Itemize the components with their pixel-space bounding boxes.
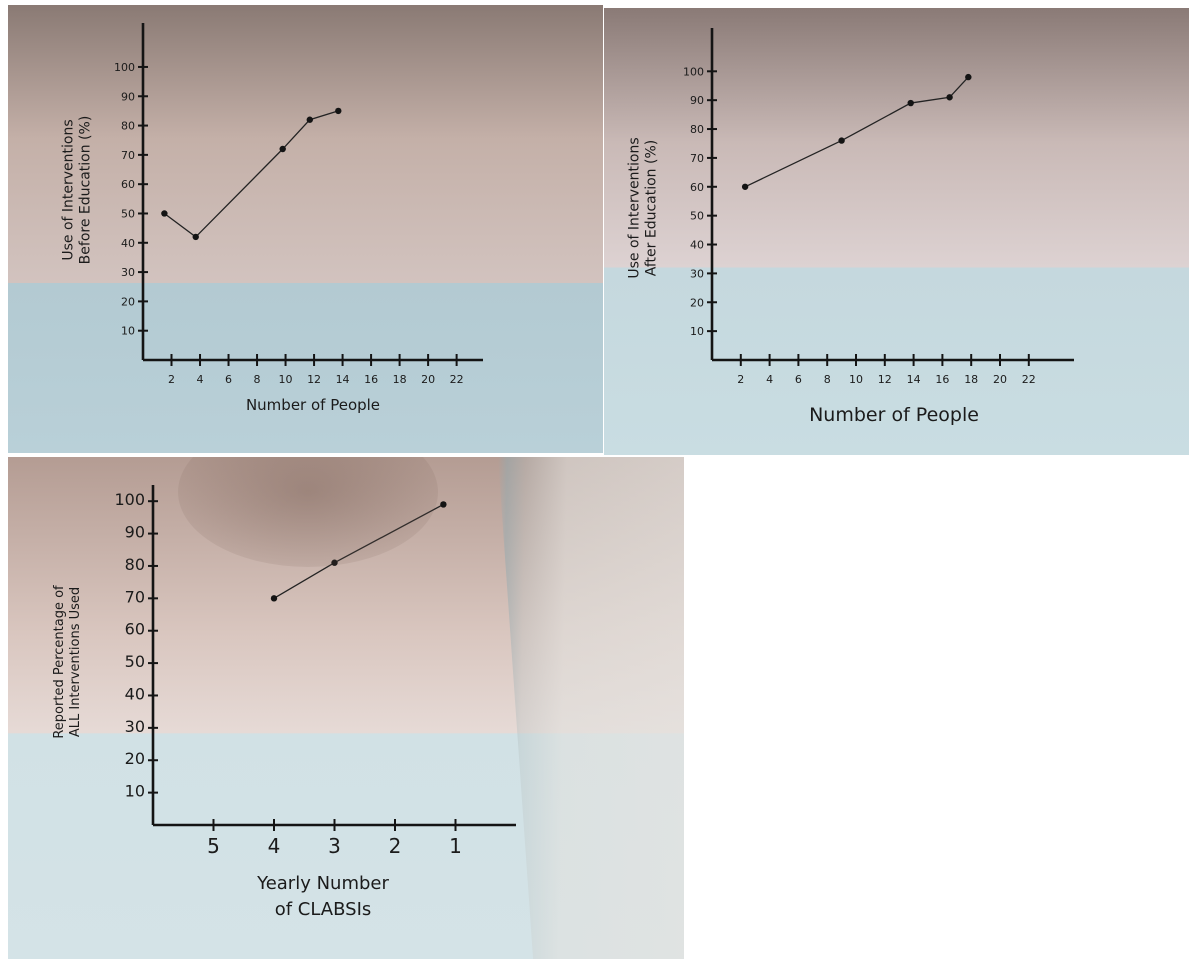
y-tick-label: 20 [121, 295, 135, 308]
y-axis-label: Use of Interventions [627, 137, 643, 278]
y-tick-label: 70 [690, 152, 704, 165]
y-tick-label: 100 [114, 61, 135, 74]
y-tick-label: 90 [690, 94, 704, 107]
data-point [161, 210, 168, 217]
x-tick-label: 2 [737, 373, 744, 386]
y-tick-label: 10 [121, 325, 135, 338]
data-point [907, 99, 914, 107]
x-tick-label: 16 [935, 373, 949, 386]
chart-photo-after-education: 10 20 30 40 50 60 70 80 90 100 2 4 6 8 10 12 14 16 18 20 22 N… [604, 8, 1189, 455]
y-tick-label: 80 [690, 123, 704, 136]
x-tick-label: 2 [389, 834, 402, 858]
x-tick-label: 1 [449, 834, 462, 858]
y-tick-label: 20 [690, 296, 704, 309]
data-point [741, 183, 749, 190]
x-tick-label: 18 [964, 373, 978, 386]
data-point [192, 233, 199, 241]
chart-photo-clabsi: 10 20 30 40 50 60 70 80 90 100 5 4 3 2 1 Yearly Number o… [8, 457, 684, 959]
chart-clabsi: 10 20 30 40 50 60 70 80 90 100 5 4 3 2 1 Yearly Number o… [52, 485, 516, 920]
y-tick-label: 50 [125, 652, 145, 671]
data-point [279, 145, 286, 153]
y-tick-label: 70 [121, 149, 135, 162]
chart-before-education: 10 20 30 40 50 60 70 80 90 100 2 4 6 8 10 12 14 16 18 20 22 N… [61, 23, 483, 414]
x-tick-label: 22 [450, 373, 464, 386]
y-tick-label: 40 [690, 239, 704, 252]
y-tick-label: 40 [121, 237, 135, 250]
y-tick-label: 30 [121, 266, 135, 279]
x-axis-label: Number of People [246, 396, 380, 414]
data-point [306, 116, 313, 123]
y-tick-label: 60 [125, 620, 145, 639]
y-tick-label: 30 [125, 717, 145, 736]
y-tick-label: 90 [121, 90, 135, 103]
data-point [965, 73, 972, 81]
y-tick-label: 20 [125, 749, 145, 768]
data-point [331, 559, 338, 566]
data-point [270, 595, 278, 602]
x-tick-label: 10 [279, 373, 293, 386]
y-tick-label: 100 [114, 490, 145, 509]
x-tick-label: 4 [268, 834, 281, 858]
x-tick-label: 16 [364, 373, 378, 386]
x-axis-label: Yearly Number [256, 873, 389, 894]
y-axis-label: Reported Percentage of [52, 585, 67, 739]
x-axis-label: Number of People [809, 404, 979, 426]
y-tick-label: 10 [125, 782, 145, 801]
y-axis-label: Before Education (%) [78, 116, 94, 265]
x-tick-label: 10 [849, 373, 863, 386]
y-tick-label: 70 [125, 587, 145, 606]
data-point [335, 107, 342, 115]
x-tick-label: 2 [168, 373, 175, 386]
y-tick-label: 60 [121, 178, 135, 191]
series-line [163, 110, 339, 238]
x-tick-label: 12 [307, 373, 321, 386]
y-tick-label: 40 [125, 684, 145, 703]
y-tick-label: 30 [690, 267, 704, 280]
x-tick-label: 6 [225, 373, 232, 386]
y-tick-label: 80 [125, 555, 145, 574]
x-tick-label: 6 [795, 373, 802, 386]
data-point [946, 94, 953, 101]
y-tick-label: 60 [690, 181, 704, 194]
x-axis-label: of CLABSIs [275, 899, 372, 920]
x-tick-label: 12 [878, 373, 892, 386]
data-point [838, 137, 845, 144]
x-tick-label: 3 [328, 834, 341, 858]
x-tick-label: 4 [197, 373, 204, 386]
x-tick-label: 4 [766, 373, 773, 386]
x-tick-label: 8 [824, 373, 831, 386]
y-tick-label: 50 [121, 207, 135, 220]
x-tick-label: 20 [993, 373, 1007, 386]
y-axis-label: ALL Interventions Used [68, 587, 83, 737]
y-tick-label: 100 [683, 65, 704, 78]
x-tick-label: 14 [336, 373, 350, 386]
y-tick-label: 10 [690, 325, 704, 338]
x-tick-label: 20 [421, 373, 435, 386]
x-tick-label: 22 [1022, 373, 1036, 386]
y-tick-label: 50 [690, 210, 704, 223]
x-tick-label: 14 [907, 373, 921, 386]
chart-after-education: 10 20 30 40 50 60 70 80 90 100 2 4 6 8 10 12 14 16 18 20 22 N… [627, 28, 1074, 426]
x-tick-label: 18 [393, 373, 407, 386]
x-tick-label: 8 [254, 373, 261, 386]
series-line [744, 76, 969, 188]
x-tick-label: 5 [207, 834, 220, 858]
y-axis-label: After Education (%) [644, 140, 660, 276]
data-point [440, 501, 447, 508]
y-axis-label: Use of Interventions [61, 119, 77, 260]
chart-photo-before-education: 10 20 30 40 50 60 70 80 90 100 2 4 6 8 10 12 14 16 18 20 22 N… [8, 5, 603, 453]
y-tick-label: 90 [125, 523, 145, 542]
y-tick-label: 80 [121, 120, 135, 133]
